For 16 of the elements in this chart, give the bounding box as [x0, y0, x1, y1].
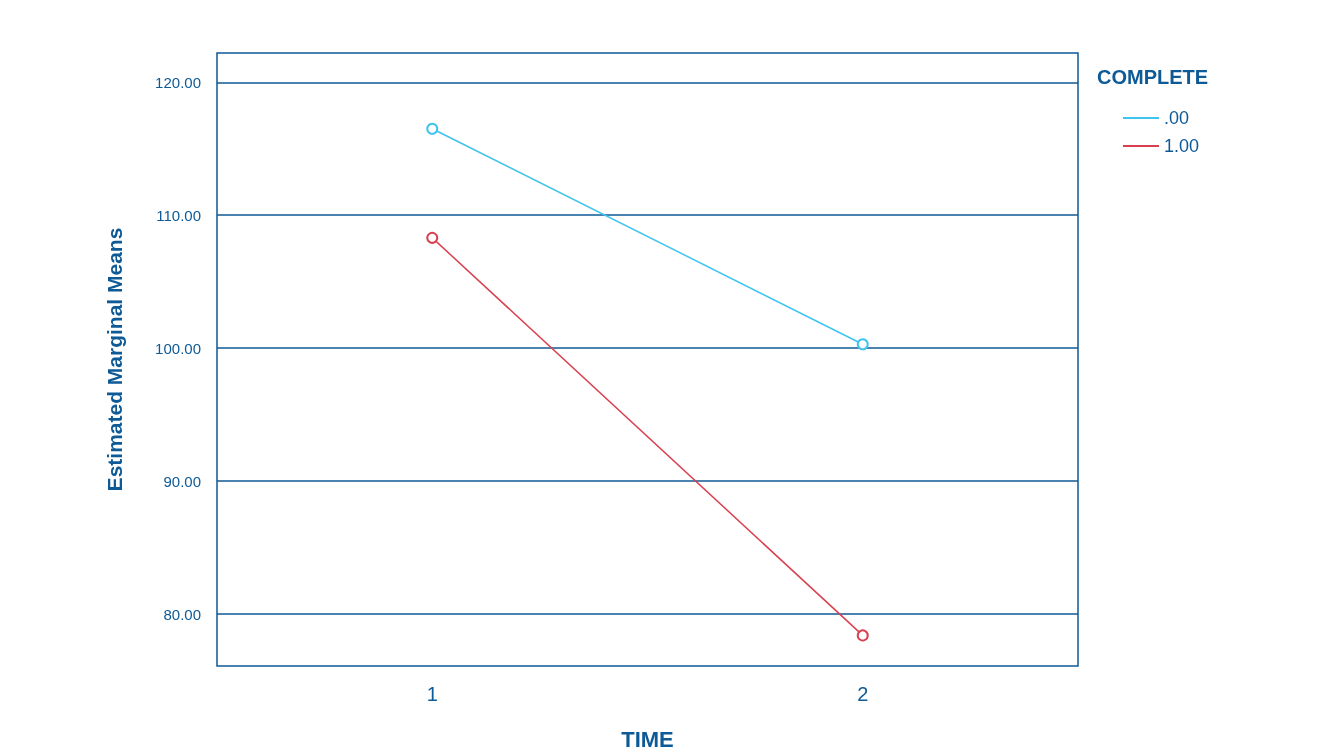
y-tick-label: 110.00 — [156, 206, 201, 224]
y-tick-label: 90.00 — [163, 472, 201, 490]
y-axis-title: Estimated Marginal Means — [103, 227, 126, 492]
legend-title: COMPLETE — [1097, 66, 1209, 88]
y-tick-label: 120.00 — [155, 73, 201, 91]
y-tick-label: 80.00 — [163, 605, 201, 623]
y-tick-label: 100.00 — [155, 339, 201, 357]
x-axis-title: TIME — [621, 726, 674, 752]
point — [426, 122, 439, 135]
point — [426, 231, 439, 244]
legend-label: .00 — [1164, 108, 1190, 128]
point — [856, 338, 869, 351]
x-tick-label: 2 — [857, 683, 869, 705]
point — [856, 629, 869, 642]
x-tick-label: 1 — [426, 683, 438, 705]
legend-label: 1.00 — [1164, 136, 1200, 156]
